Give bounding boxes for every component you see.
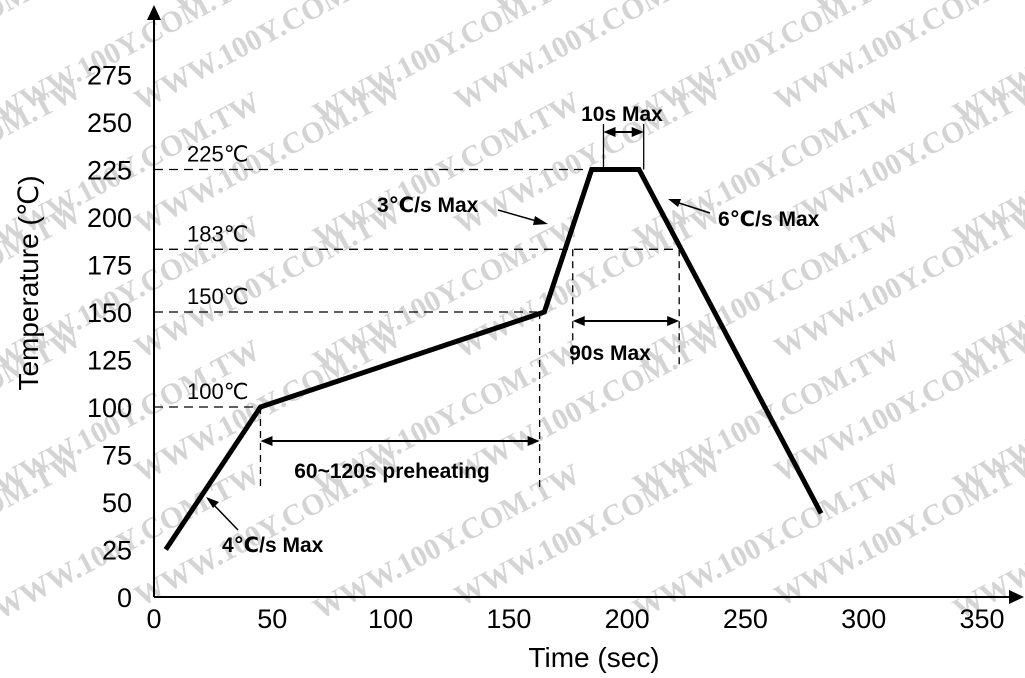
x-axis-title: Time (sec) xyxy=(528,642,659,673)
axes xyxy=(147,5,1024,604)
duration-arrowhead-right xyxy=(667,316,680,326)
y-tick-label: 75 xyxy=(102,441,132,471)
y-tick-label: 150 xyxy=(87,298,132,328)
y-tick-label: 0 xyxy=(117,583,132,613)
rate-pointer-arrowhead xyxy=(533,216,548,225)
rate-pointer-arrow xyxy=(211,502,239,531)
rate-label: 6℃/s Max xyxy=(718,208,820,231)
duration-arrowhead-right xyxy=(631,127,644,137)
y-tick-label: 125 xyxy=(87,346,132,376)
duration-label: 10s Max xyxy=(581,103,663,126)
rate-annotation-cooling: 6℃/s Max xyxy=(668,199,820,231)
y-tick-label: 275 xyxy=(87,61,132,91)
y-axis-title: Temperature (℃) xyxy=(13,175,44,390)
duration-arrowhead-left xyxy=(572,316,585,326)
rate-pointer-arrowhead xyxy=(206,497,219,508)
reference-level-label: 225℃ xyxy=(187,142,248,167)
y-tick-label: 175 xyxy=(87,251,132,281)
y-tick-label: 100 xyxy=(87,393,132,423)
duration-label: 90s Max xyxy=(569,342,651,365)
duration-arrowhead-left xyxy=(603,127,616,137)
duration-label: 60~120s preheating xyxy=(294,460,490,483)
y-axis-arrow xyxy=(147,5,161,20)
rate-pointer-arrow xyxy=(675,201,711,214)
rate-label: 4℃/s Max xyxy=(222,534,324,557)
y-tick-label: 250 xyxy=(87,108,132,138)
rate-pointer-arrow xyxy=(497,209,541,223)
reference-level-label: 150℃ xyxy=(187,284,248,309)
profile-line xyxy=(163,167,824,551)
x-tick-labels: 0 50 100 150 200 250 300 350 xyxy=(146,604,1004,634)
y-tick-label: 50 xyxy=(102,488,132,518)
x-tick-label: 350 xyxy=(959,604,1004,634)
rate-label: 3℃/s Max xyxy=(377,194,479,217)
reference-level-label: 100℃ xyxy=(187,379,248,404)
reference-level-label: 183℃ xyxy=(187,221,248,246)
y-tick-label: 25 xyxy=(102,536,132,566)
rate-annotation-ramp-to-peak: 3℃/s Max xyxy=(377,194,548,225)
duration-arrowhead-right xyxy=(527,436,540,446)
x-tick-label: 150 xyxy=(486,604,531,634)
x-tick-label: 100 xyxy=(368,604,413,634)
rate-annotation-ramp-up: 4℃/s Max xyxy=(206,497,324,557)
x-tick-label: 50 xyxy=(257,604,287,634)
x-tick-label: 300 xyxy=(841,604,886,634)
x-axis-arrow xyxy=(1009,590,1024,604)
y-tick-labels: 0 25 50 75 100 125 150 175 200 225 250 275 xyxy=(87,61,132,614)
rate-pointer-arrowhead xyxy=(668,199,681,207)
duration-arrowhead-left xyxy=(260,436,273,446)
x-tick-label: 200 xyxy=(605,604,650,634)
duration-markers: 60~120s preheating 90s Max 10s Max xyxy=(259,103,680,487)
y-tick-label: 200 xyxy=(87,203,132,233)
x-tick-label: 0 xyxy=(146,604,161,634)
x-tick-label: 250 xyxy=(723,604,768,634)
reference-lines: 225℃ 183℃ 150℃ 100℃ xyxy=(154,142,680,408)
y-tick-label: 225 xyxy=(87,156,132,186)
